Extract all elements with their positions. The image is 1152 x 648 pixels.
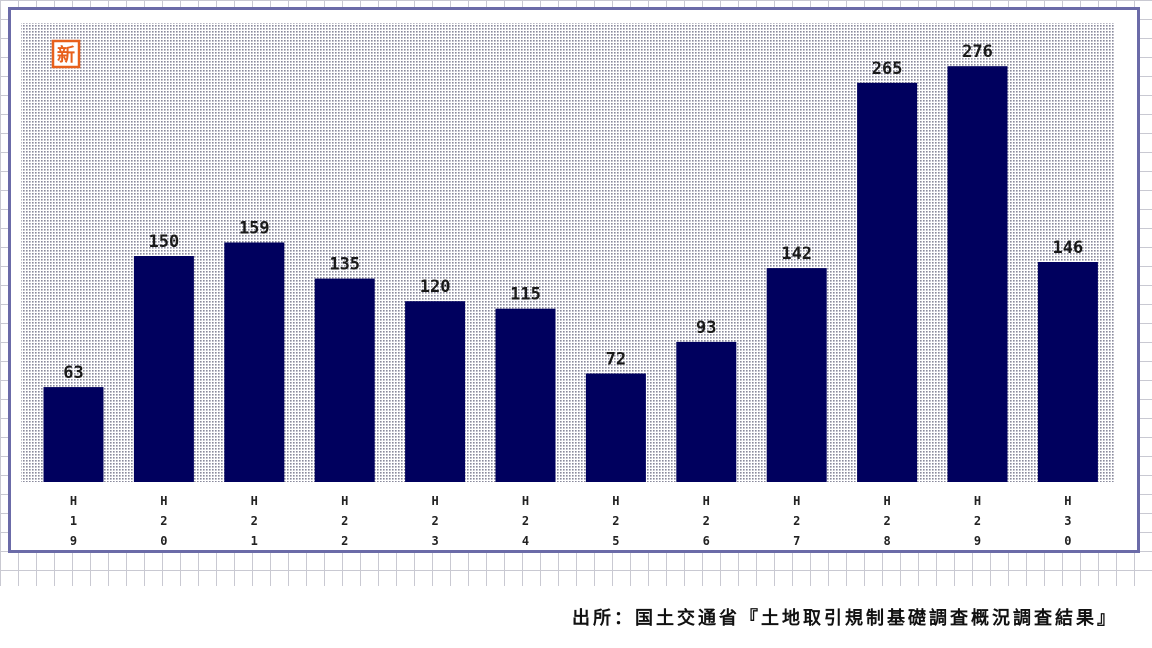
bar-h21	[224, 242, 285, 482]
bar-h27	[766, 268, 827, 482]
tick-char: H	[703, 494, 710, 508]
tick-char: 2	[160, 514, 167, 528]
tick-char: H	[160, 494, 167, 508]
tick-label-h23: H 2 3	[431, 494, 438, 548]
tick-char: 7	[793, 534, 800, 548]
bar-h24	[495, 308, 556, 482]
tick-char: 8	[883, 534, 890, 548]
tick-char: 2	[251, 514, 258, 528]
tick-char: 6	[703, 534, 710, 548]
tick-char: 2	[612, 514, 619, 528]
tick-char: 0	[1064, 534, 1071, 548]
data-label-h30: 146	[1053, 238, 1084, 258]
tick-char: 1	[251, 534, 258, 548]
tick-label-h30: H 3 0	[1064, 494, 1071, 548]
tick-char: H	[883, 494, 890, 508]
tick-char: H	[341, 494, 348, 508]
tick-char: H	[793, 494, 800, 508]
tick-char: H	[522, 494, 529, 508]
tick-label-h26: H 2 6	[703, 494, 710, 548]
tick-char: 2	[883, 514, 890, 528]
tick-label-h20: H 2 0	[160, 494, 167, 548]
tick-label-h27: H 2 7	[793, 494, 800, 548]
tick-char: 4	[522, 534, 529, 548]
tick-char: 2	[431, 514, 438, 528]
bar-h22	[314, 278, 375, 482]
data-label-h24: 115	[510, 285, 541, 305]
bar-h29	[947, 66, 1008, 482]
tick-char: 2	[793, 514, 800, 528]
data-label-h20: 150	[149, 232, 180, 252]
tick-char: 9	[70, 534, 77, 548]
bar-h23	[405, 301, 466, 482]
bar-h30	[1037, 262, 1098, 482]
data-label-h21: 159	[239, 219, 270, 239]
tick-label-h29: H 2 9	[974, 494, 981, 548]
tick-char: 3	[431, 534, 438, 548]
tick-label-h24: H 2 4	[522, 494, 529, 548]
tick-char: 1	[70, 514, 77, 528]
bar-h28	[857, 82, 918, 483]
tick-char: H	[70, 494, 77, 508]
tick-label-h19: H 1 9	[70, 494, 77, 548]
tick-char: 2	[522, 514, 529, 528]
data-label-h22: 135	[329, 255, 360, 275]
tick-char: 2	[341, 514, 348, 528]
data-label-h28: 265	[872, 59, 903, 79]
tick-char: 0	[160, 534, 167, 548]
tick-char: 3	[1064, 514, 1071, 528]
tick-char: H	[612, 494, 619, 508]
data-label-h19: 63	[63, 363, 83, 383]
tick-char: H	[974, 494, 981, 508]
tick-char: H	[251, 494, 258, 508]
bar-h26	[676, 341, 737, 482]
tick-char: 2	[974, 514, 981, 528]
data-label-h26: 93	[696, 318, 716, 338]
source-caption: 出所：国土交通省『土地取引規制基礎調査概況調査結果』	[572, 608, 1118, 629]
data-label-h29: 276	[962, 42, 993, 62]
tick-label-h22: H 2 2	[341, 494, 348, 548]
tick-char: H	[1064, 494, 1071, 508]
tick-label-h28: H 2 8	[883, 494, 890, 548]
tick-label-h25: H 2 5	[612, 494, 619, 548]
new-badge: 新	[51, 39, 81, 69]
data-label-h27: 142	[781, 244, 812, 264]
data-label-h25: 72	[606, 350, 626, 370]
tick-char: 2	[703, 514, 710, 528]
tick-char: 5	[612, 534, 619, 548]
new-badge-text: 新	[57, 44, 75, 66]
data-label-h23: 120	[420, 277, 451, 297]
tick-char: 2	[341, 534, 348, 548]
tick-label-h21: H 2 1	[251, 494, 258, 548]
tick-char: 9	[974, 534, 981, 548]
tick-char: H	[431, 494, 438, 508]
bar-h20	[133, 256, 194, 482]
source-band	[0, 586, 1152, 648]
plot-area	[21, 23, 1114, 482]
bar-h19	[43, 387, 104, 482]
bar-h25	[585, 373, 646, 482]
